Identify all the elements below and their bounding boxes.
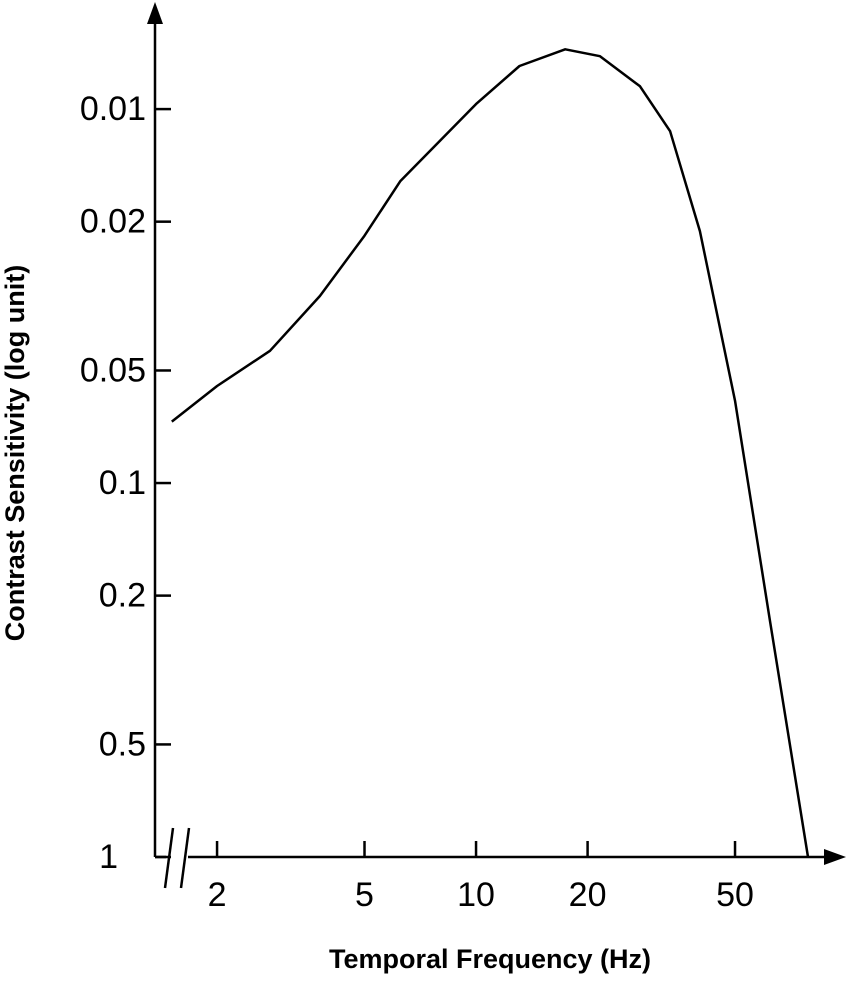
axis-break bbox=[179, 827, 191, 889]
y-tick-label: 0.2 bbox=[99, 577, 146, 615]
x-axis-arrow bbox=[824, 849, 846, 865]
y-tick-label: 0.01 bbox=[80, 90, 146, 128]
x-tick-label: 50 bbox=[716, 876, 754, 914]
y-tick-label: 0.05 bbox=[80, 351, 146, 389]
y-axis-arrow bbox=[147, 2, 163, 24]
y-axis-title: Contrast Sensitivity (log unit) bbox=[0, 265, 30, 642]
x-tick-label: 2 bbox=[208, 876, 227, 914]
y-tick-label: 0.5 bbox=[99, 725, 146, 763]
x-axis-title: Temporal Frequency (Hz) bbox=[329, 944, 651, 974]
x-tick-label: 20 bbox=[569, 876, 607, 914]
y-tick-label: 0.02 bbox=[80, 203, 146, 241]
x-tick-label: 10 bbox=[457, 876, 495, 914]
y-tick-label: 0.1 bbox=[99, 464, 146, 502]
y-tick-label: 1 bbox=[99, 838, 118, 876]
x-tick-label: 5 bbox=[355, 876, 374, 914]
curve bbox=[171, 48, 810, 858]
